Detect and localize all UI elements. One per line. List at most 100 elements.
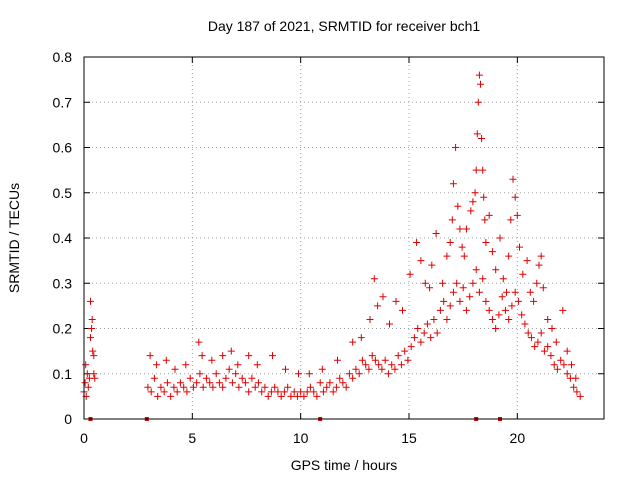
data-point	[234, 361, 242, 369]
data-point	[576, 392, 584, 400]
data-point	[552, 338, 560, 346]
data-point	[171, 365, 179, 373]
data-point	[87, 297, 94, 305]
data-point	[303, 388, 311, 396]
data-point	[479, 275, 487, 283]
data-point	[153, 361, 161, 369]
data-point	[182, 361, 190, 369]
data-point	[371, 356, 379, 364]
data-point	[467, 207, 475, 215]
data-point	[287, 392, 295, 400]
data-point	[150, 374, 158, 382]
x-tick-label: 0	[80, 430, 88, 446]
data-point	[568, 361, 575, 369]
data-point	[417, 257, 425, 265]
data-point	[526, 288, 534, 296]
data-point	[280, 388, 288, 396]
data-point	[228, 379, 236, 387]
data-point	[316, 379, 324, 387]
data-point	[167, 392, 175, 400]
data-point	[492, 266, 500, 274]
data-point	[449, 180, 457, 188]
data-point	[245, 388, 253, 396]
data-point	[531, 343, 539, 351]
data-point	[507, 216, 515, 224]
data-point	[482, 239, 490, 246]
data-point	[186, 374, 194, 382]
y-tick-label: 0.4	[53, 230, 73, 246]
data-point	[318, 365, 326, 373]
data-point	[253, 361, 261, 369]
data-point	[375, 361, 383, 369]
data-point	[535, 261, 543, 269]
data-point	[212, 370, 220, 378]
data-point	[563, 370, 571, 378]
data-point	[306, 383, 314, 391]
data-point	[505, 316, 513, 323]
data-point	[219, 383, 227, 391]
data-point	[527, 334, 535, 342]
data-point	[410, 334, 418, 342]
data-point	[423, 320, 431, 328]
data-point	[154, 392, 162, 400]
data-point	[365, 365, 373, 373]
data-point	[524, 329, 532, 337]
data-point	[544, 316, 552, 323]
data-point	[370, 275, 378, 283]
grid-layer	[84, 57, 604, 419]
data-point	[474, 98, 482, 106]
data-point	[482, 297, 490, 305]
y-tick-label: 0.2	[53, 321, 73, 337]
data-point	[323, 383, 331, 391]
data-point	[485, 211, 493, 219]
data-point	[366, 316, 374, 323]
data-point	[245, 352, 253, 360]
data-point	[539, 284, 547, 292]
data-point	[514, 297, 522, 305]
data-point	[269, 352, 276, 360]
data-point	[345, 370, 353, 378]
data-point	[417, 338, 425, 346]
data-point	[394, 352, 402, 360]
data-point	[91, 374, 99, 382]
data-point	[513, 211, 521, 219]
data-point	[519, 270, 527, 278]
data-point	[530, 297, 538, 305]
data-point	[407, 343, 415, 351]
data-point	[511, 193, 519, 201]
data-point	[509, 175, 517, 183]
data-point	[420, 329, 428, 337]
data-point	[232, 370, 240, 378]
data-point	[498, 293, 506, 301]
data-point	[550, 361, 558, 369]
data-point	[258, 388, 266, 396]
data-point	[548, 325, 556, 332]
data-point	[573, 388, 581, 396]
data-point	[379, 293, 387, 301]
data-point	[88, 325, 96, 332]
data-point	[196, 370, 204, 378]
data-point	[295, 370, 302, 378]
data-point	[81, 379, 89, 387]
data-point	[336, 374, 344, 382]
data-point	[358, 356, 366, 364]
data-point	[427, 334, 435, 342]
data-point	[198, 352, 206, 360]
data-point	[540, 347, 548, 355]
data-point	[271, 383, 279, 391]
data-point	[349, 338, 357, 346]
data-point	[388, 361, 396, 369]
data-point	[90, 370, 98, 378]
data-point	[248, 374, 256, 382]
data-point	[160, 388, 168, 396]
data-point	[368, 352, 376, 360]
data-point	[443, 316, 451, 323]
data-point	[399, 306, 406, 314]
plot-frame	[83, 56, 605, 420]
data-point	[180, 383, 188, 391]
data-point	[357, 334, 365, 342]
data-point	[456, 297, 464, 305]
data-point	[84, 383, 92, 391]
